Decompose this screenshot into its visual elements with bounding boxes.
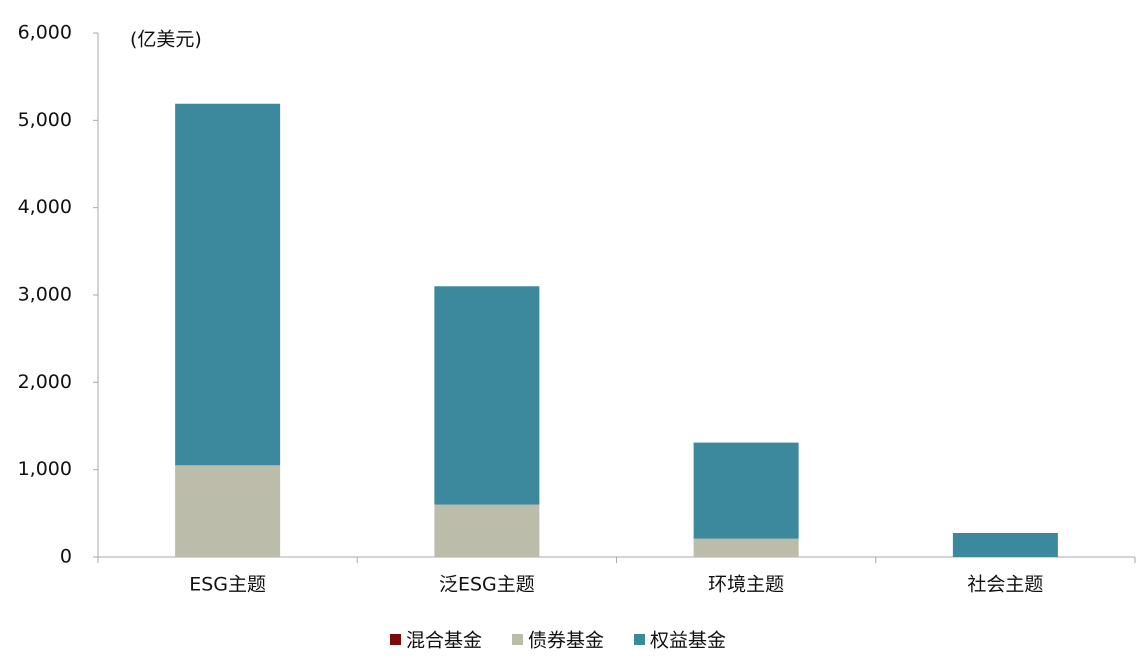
y-tick-label: 0 [60,546,72,568]
y-tick-label: 6,000 [18,22,72,44]
x-tick-label: 环境主题 [708,574,784,596]
legend-swatch [512,634,523,645]
y-tick-label: 5,000 [18,109,72,131]
bar-segment [693,442,799,539]
x-tick-label: 泛ESG主题 [439,574,535,596]
y-tick-label: 2,000 [18,371,72,393]
bar-segment [434,286,540,505]
bar-segment [175,103,281,466]
legend-swatch [634,634,645,645]
legend-label: 权益基金 [650,630,726,652]
legend-label: 混合基金 [406,630,482,652]
bar-segment [952,532,1058,557]
y-tick-label: 4,000 [18,196,72,218]
x-tick-label: ESG主题 [189,574,266,596]
bar-segment [175,465,281,557]
y-tick-label: 1,000 [18,458,72,480]
unit-label: (亿美元) [130,29,202,51]
bar-segment [693,538,799,557]
x-tick-label: 社会主题 [967,574,1043,596]
y-tick-label: 3,000 [18,284,72,306]
legend-swatch [390,634,401,645]
bar-segment [434,504,540,557]
legend-label: 债券基金 [528,630,604,652]
